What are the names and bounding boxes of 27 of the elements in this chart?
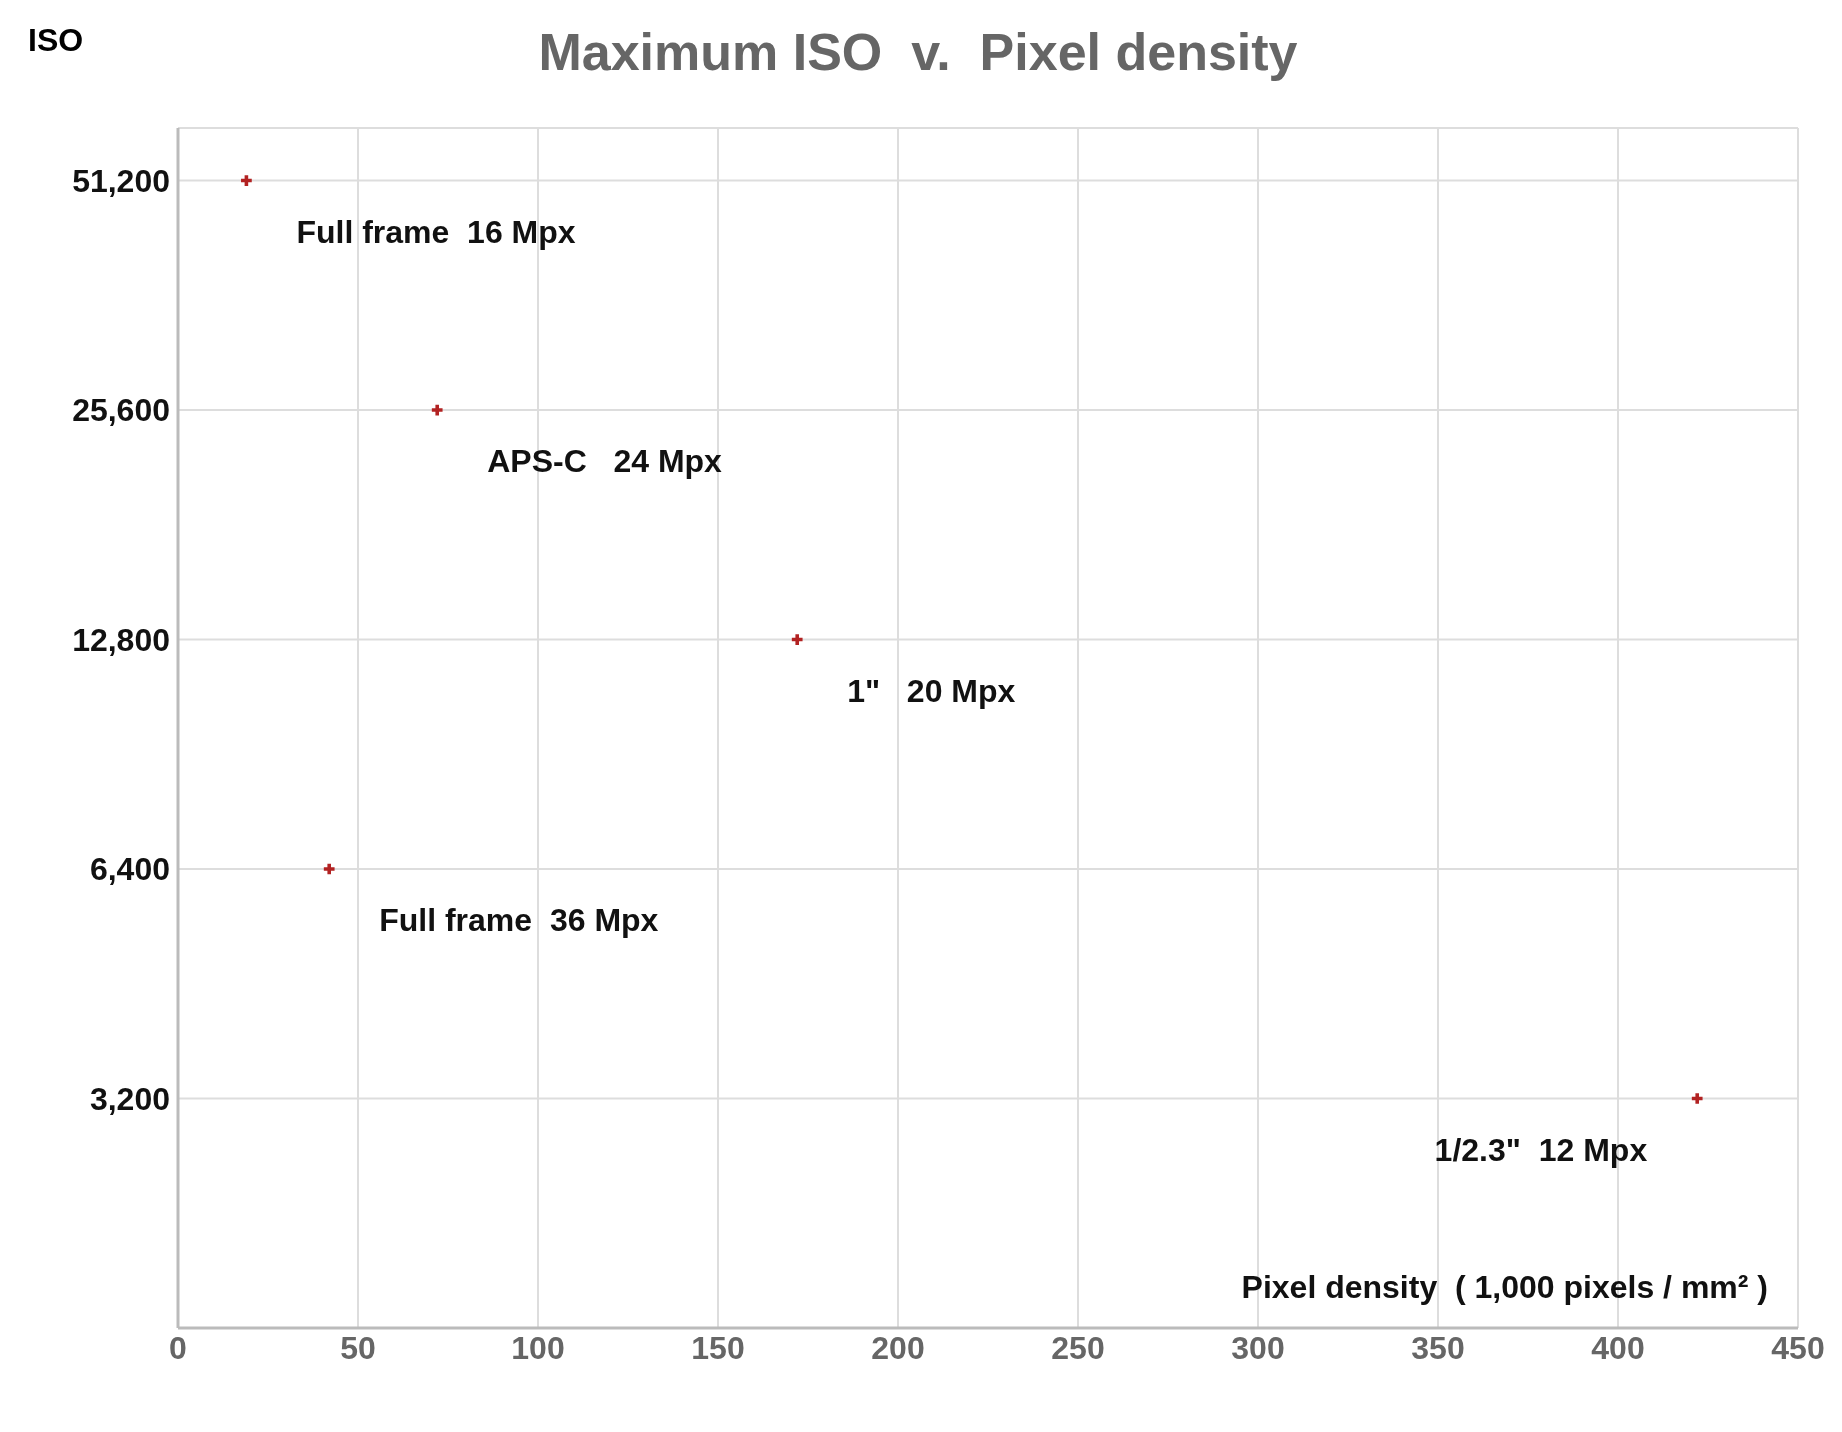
x-tick-label: 450 xyxy=(1771,1329,1825,1366)
x-tick-label: 350 xyxy=(1411,1329,1465,1366)
y-tick-label: 6,400 xyxy=(89,851,170,888)
x-tick-label: 0 xyxy=(169,1329,187,1366)
point xyxy=(323,863,335,875)
x-tick-label: 100 xyxy=(511,1329,565,1366)
y-tick-label: 12,800 xyxy=(72,621,170,658)
chart-title: Maximum ISO v. Pixel density xyxy=(538,23,1298,81)
y-tick-label: 51,200 xyxy=(72,162,170,199)
point xyxy=(1691,1093,1703,1104)
x-tick-label: 150 xyxy=(691,1329,745,1366)
point xyxy=(431,404,443,416)
y-tick-label: 25,600 xyxy=(72,392,170,429)
point xyxy=(791,634,803,645)
x-tick-label: 250 xyxy=(1051,1329,1105,1366)
annotation: Full frame 36 Mpx xyxy=(379,902,659,939)
x-tick-label: 50 xyxy=(340,1329,376,1366)
y-axis-title: ISO xyxy=(28,22,84,59)
y-tick-label: 3,200 xyxy=(89,1080,170,1117)
annotation: APS-C 24 Mpx xyxy=(487,443,723,480)
annotation: Full frame 16 Mpx xyxy=(296,213,576,250)
x-tick-label: 200 xyxy=(871,1329,925,1366)
x-axis-title: Pixel density ( 1,000 pixels / mm² ) xyxy=(1241,1269,1768,1305)
x-tick-label: 300 xyxy=(1231,1329,1285,1366)
annotation: 1" 20 Mpx xyxy=(847,672,1016,709)
x-tick-label: 400 xyxy=(1591,1329,1645,1366)
annotation: 1/2.3" 12 Mpx xyxy=(1434,1131,1648,1168)
